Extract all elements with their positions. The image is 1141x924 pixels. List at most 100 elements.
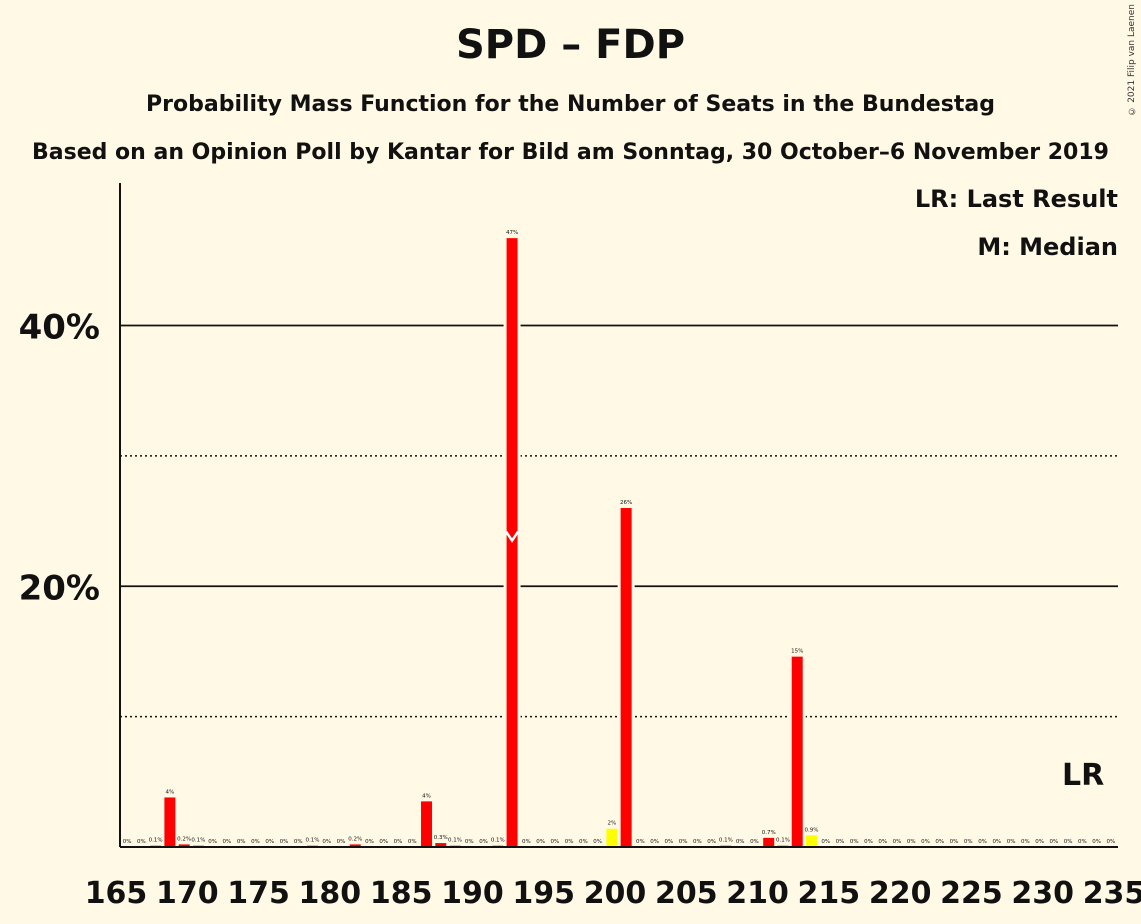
x-tick-label: 200 [584,876,647,911]
bar-value-label: 0% [1107,839,1116,845]
bar-value-label: 0% [593,839,602,845]
bar-value-label: 26% [620,500,632,506]
bar-value-label: 0.1% [448,838,462,844]
bar-value-label: 4% [422,793,431,799]
x-tick-label: 210 [726,876,789,911]
x-tick-label: 180 [299,876,362,911]
bar-value-label: 0.7% [762,830,776,836]
bar-value-label: 0% [636,839,645,845]
bar-seats-169 [164,797,176,847]
bar-value-label: 0.3% [434,835,448,841]
bar-value-label: 0.1% [305,838,319,844]
bar-value-label: 0% [1092,839,1101,845]
legend-median: M: Median [977,233,1118,261]
bar-value-label: 0.1% [149,838,163,844]
bar-seats-214 [805,835,817,847]
bar-labels-layer: 0% 0% 0.1%4%0.2% 0.1% 0% 0% 0% 0% 0% 0% 0% 0.1% 0% 0%… [123,230,1115,845]
bar-value-label: 0% [408,839,417,845]
x-tick-label: 205 [655,876,718,911]
bar-value-label: 0% [1035,839,1044,845]
x-tick-label: 165 [85,876,148,911]
bar-value-label: 0% [208,839,217,845]
bar-seats-201 [620,508,632,847]
bar-value-label: 0% [679,839,688,845]
bar-value-label: 0.1% [719,838,733,844]
bar-seats-213 [791,656,803,847]
bar-value-label: 0% [1007,839,1016,845]
bar-seats-211 [763,837,775,847]
bar-value-label: 0% [379,839,388,845]
bar-value-label: 0% [550,839,559,845]
bar-value-label: 0% [992,839,1001,845]
bar-value-label: 0% [878,839,887,845]
bar-value-label: 0.2% [348,836,362,842]
x-tick-label: 190 [441,876,504,911]
bar-seats-187 [421,801,433,847]
bar-value-label: 0% [893,839,902,845]
x-tick-label: 230 [1011,876,1074,911]
bar-value-label: 0% [864,839,873,845]
y-tick-label: 40% [19,308,100,348]
bar-value-label: 0% [921,839,930,845]
bar-value-label: 0.1% [776,838,790,844]
bar-value-label: 0% [964,839,973,845]
bar-seats-200 [606,828,618,847]
bar-seats-182 [349,844,361,847]
x-tick-label: 220 [869,876,932,911]
bar-value-label: 0% [223,839,232,845]
bar-value-label: 0% [1064,839,1073,845]
bar-value-label: 0% [579,839,588,845]
bar-value-label: 0% [1078,839,1087,845]
bar-value-label: 0% [978,839,987,845]
bar-value-label: 0% [294,839,303,845]
bar-value-label: 0% [1021,839,1030,845]
x-tick-label: 195 [512,876,575,911]
legend-last-result: LR: Last Result [914,185,1118,213]
bar-value-label: 47% [506,230,518,236]
x-tick-label: 215 [798,876,861,911]
bar-value-label: 0% [465,839,474,845]
bar-value-label: 0% [536,839,545,845]
bar-value-label: 0% [522,839,531,845]
bar-value-label: 0% [280,839,289,845]
bar-value-label: 2% [608,821,617,827]
x-tick-label: 235 [1083,876,1141,911]
bar-value-label: 0% [137,839,146,845]
bar-value-label: 0% [123,839,132,845]
bar-value-label: 0% [950,839,959,845]
axis-layer: 20%40%165 170 175 180 185 190 195 200 205 210 215 2… [19,183,1141,911]
chart-title: SPD – FDP [455,22,686,68]
bar-value-label: 0% [750,839,759,845]
bar-value-label: 0% [265,839,274,845]
bar-value-label: 0% [650,839,659,845]
bar-value-label: 4% [166,789,175,795]
bar-value-label: 0.1% [491,838,505,844]
bar-value-label: 0% [693,839,702,845]
bar-seats-188 [435,843,447,847]
bar-value-label: 0% [1049,839,1058,845]
y-tick-label: 20% [19,568,100,608]
x-tick-label: 225 [940,876,1003,911]
bar-value-label: 0% [907,839,916,845]
bar-value-label: 0% [836,839,845,845]
bar-value-label: 0% [251,839,260,845]
chart-source: Based on an Opinion Poll by Kantar for B… [32,140,1109,165]
bar-value-label: 0.2% [177,836,191,842]
bar-value-label: 0% [665,839,674,845]
bar-value-label: 0% [479,839,488,845]
chart-subtitle: Probability Mass Function for the Number… [146,92,995,117]
x-tick-label: 185 [370,876,433,911]
bar-value-label: 0% [565,839,574,845]
bar-value-label: 0.1% [191,838,205,844]
bar-value-label: 0% [736,839,745,845]
last-result-marker: LR [1062,758,1105,793]
bar-value-label: 0.9% [804,827,818,833]
x-tick-label: 175 [227,876,290,911]
bar-seats-170 [178,844,190,847]
median-marker [505,530,520,543]
bar-value-label: 0% [935,839,944,845]
bar-value-label: 0% [821,839,830,845]
bar-value-label: 0% [337,839,346,845]
bar-value-label: 0% [237,839,246,845]
